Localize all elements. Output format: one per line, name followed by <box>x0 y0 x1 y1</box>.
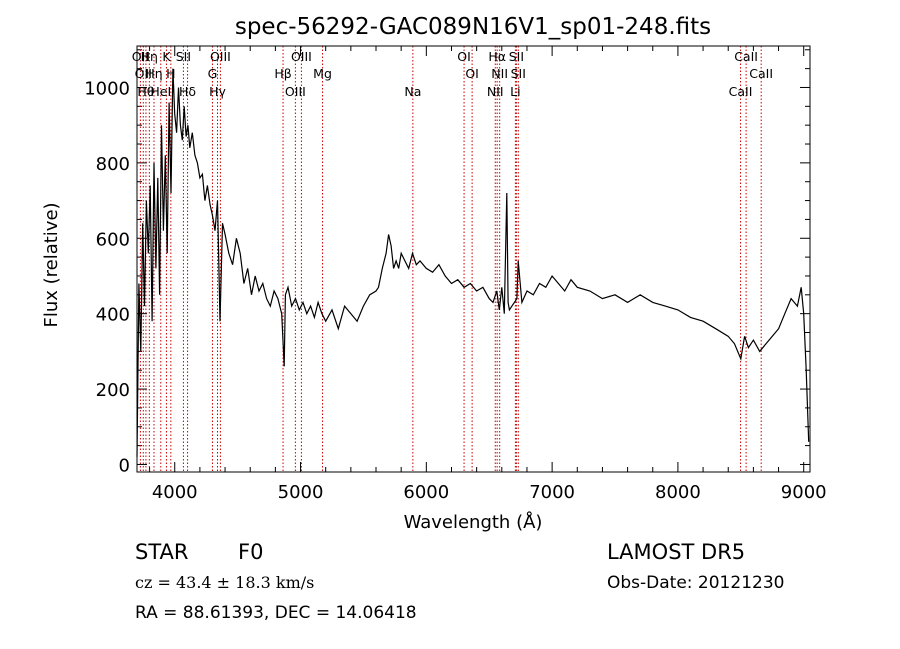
spectral-line-label: CaII <box>734 49 758 64</box>
x-tick-label: 8000 <box>655 482 701 503</box>
spectral-line-label: Li <box>510 84 520 99</box>
y-tick-label: 0 <box>119 455 130 476</box>
spectral-line-label: OII <box>135 66 152 81</box>
survey-label: LAMOST DR5 <box>607 540 746 564</box>
y-tick-label: 800 <box>96 154 130 175</box>
spectral-line-label: NII <box>491 66 508 81</box>
spectral-line-label: OIII <box>291 49 312 64</box>
spectral-line-label: OIII <box>210 49 231 64</box>
spectral-line-label: Hη <box>145 66 162 81</box>
object-subclass: F0 <box>238 540 264 564</box>
spectral-line-label: Hβ <box>274 66 291 81</box>
spectral-line-label: SII <box>511 66 526 81</box>
spectral-line-label: NII <box>487 84 504 99</box>
spectral-line-label: K <box>162 49 171 64</box>
axis-ticks <box>137 46 810 472</box>
object-class: STAR <box>135 540 189 564</box>
spectral-line-label: Mg <box>313 66 332 81</box>
y-axis-title: Flux (relative) <box>41 202 62 327</box>
y-tick-label: 200 <box>96 380 130 401</box>
x-tick-label: 9000 <box>781 482 827 503</box>
spectral-line-label: HeI <box>150 84 171 99</box>
chart-title: spec-56292-GAC089N16V1_sp01-248.fits <box>235 14 711 40</box>
y-tick-labels: 0 200 400 600 800 1000 <box>84 78 130 476</box>
flux-series-line <box>136 68 810 457</box>
spectral-line-label: Hγ <box>209 84 226 99</box>
plot-frame <box>136 45 811 473</box>
spectral-line-label: OII <box>132 49 149 64</box>
spectral-line-labels: OIIOIIHθHηHηHeIKHHδSIIGHγOIIIHβOIIIOIIIM… <box>132 49 773 99</box>
spectral-line-markers <box>139 46 762 472</box>
y-tick-label: 1000 <box>84 78 130 99</box>
x-tick-label: 7000 <box>529 482 575 503</box>
x-tick-label: 6000 <box>403 482 449 503</box>
spectral-line-label: CaII <box>729 84 753 99</box>
y-tick-label: 400 <box>96 305 130 326</box>
spectral-line-label: Na <box>404 84 421 99</box>
spectral-line-label: CaII <box>749 66 773 81</box>
spectral-line-label: OI <box>465 66 479 81</box>
spectral-line-label: OI <box>457 49 471 64</box>
y-tick-label: 600 <box>96 229 130 250</box>
spectral-line-label: Hθ <box>137 84 154 99</box>
coordinates-label: RA = 88.61393, DEC = 14.06418 <box>135 603 417 623</box>
spectral-line-label: Hδ <box>179 84 196 99</box>
spectral-line-label: G <box>208 66 218 81</box>
x-tick-label: 5000 <box>278 482 324 503</box>
x-tick-label: 4000 <box>152 482 198 503</box>
x-axis-title: Wavelength (Å) <box>404 511 543 533</box>
spectral-line-label: Hη <box>141 49 158 64</box>
spectral-line-label: SII <box>509 49 524 64</box>
obs-date-label: Obs-Date: 20121230 <box>607 573 785 593</box>
redshift-label: cz = 43.4 ± 18.3 km/s <box>135 573 315 592</box>
spectral-line-label: OIII <box>285 84 306 99</box>
spectral-line-label: H <box>166 66 175 81</box>
x-tick-labels: 4000 5000 6000 7000 8000 9000 <box>152 482 827 503</box>
spectral-line-label: SII <box>176 49 191 64</box>
spectral-line-label: Hα <box>488 49 506 64</box>
